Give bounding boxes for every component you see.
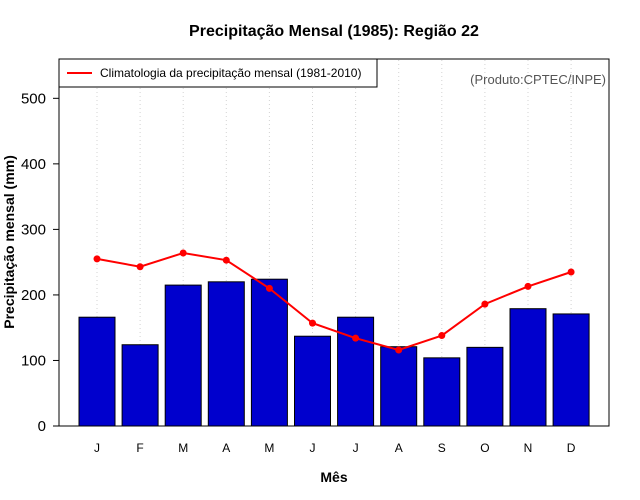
climatology-point-9 — [481, 300, 489, 308]
source-credit: (Produto:CPTEC/INPE) — [470, 72, 606, 87]
y-tick-label: 500 — [21, 90, 46, 107]
bar-5 — [294, 335, 331, 427]
legend-label: Climatologia da precipitação mensal (198… — [100, 66, 361, 80]
climatology-series — [93, 249, 575, 354]
bar-8 — [423, 357, 461, 427]
climatology-point-3 — [222, 256, 230, 264]
climatology-point-5 — [309, 319, 316, 327]
x-tick-label: J — [353, 441, 359, 455]
x-tick-label: F — [136, 441, 143, 455]
climatology-point-6 — [352, 334, 360, 342]
bar-9 — [466, 346, 504, 427]
legend: Climatologia da precipitação mensal (198… — [58, 58, 378, 88]
y-axis-title: Precipitação mensal (mm) — [1, 155, 17, 329]
x-tick-label: A — [395, 441, 403, 455]
bar-series — [78, 278, 590, 427]
x-tick-label: N — [524, 441, 533, 455]
climatology-point-8 — [438, 332, 446, 340]
bar-1 — [121, 344, 159, 427]
x-tick-label: D — [567, 441, 576, 455]
x-tick-label: M — [178, 441, 188, 455]
bar-11 — [552, 313, 590, 427]
y-tick-label: 0 — [38, 418, 46, 435]
x-axis-title: Mês — [320, 469, 347, 485]
x-tick-label: J — [94, 441, 100, 455]
climatology-line — [96, 251, 572, 352]
x-tick-label: S — [438, 441, 446, 455]
x-tick-label: O — [480, 441, 489, 455]
bar-4 — [250, 278, 288, 427]
bar-3 — [207, 281, 245, 427]
climatology-point-0 — [93, 255, 101, 263]
climatology-point-10 — [524, 282, 532, 290]
y-tick-label: 100 — [21, 352, 46, 369]
chart-title: Precipitação Mensal (1985): Região 22 — [189, 23, 479, 40]
climatology-point-2 — [179, 249, 187, 257]
bar-0 — [78, 316, 116, 427]
climatology-point-1 — [136, 263, 144, 271]
x-tick-label: A — [222, 441, 230, 455]
x-tick-label: J — [310, 441, 316, 455]
y-tick-label: 400 — [21, 156, 46, 173]
bar-7 — [380, 346, 418, 427]
legend-box — [58, 58, 378, 88]
axes: 0 100 200 300 400 500 J F M A M J J A S O N D — [21, 90, 576, 455]
x-tick-label: M — [264, 441, 274, 455]
y-tick-label: 200 — [21, 287, 46, 304]
y-tick-label: 300 — [21, 221, 46, 238]
climatology-point-4 — [265, 284, 273, 292]
climatology-point-11 — [567, 268, 575, 276]
bar-10 — [509, 308, 547, 427]
bar-2 — [164, 284, 202, 427]
climatology-point-7 — [395, 346, 403, 354]
